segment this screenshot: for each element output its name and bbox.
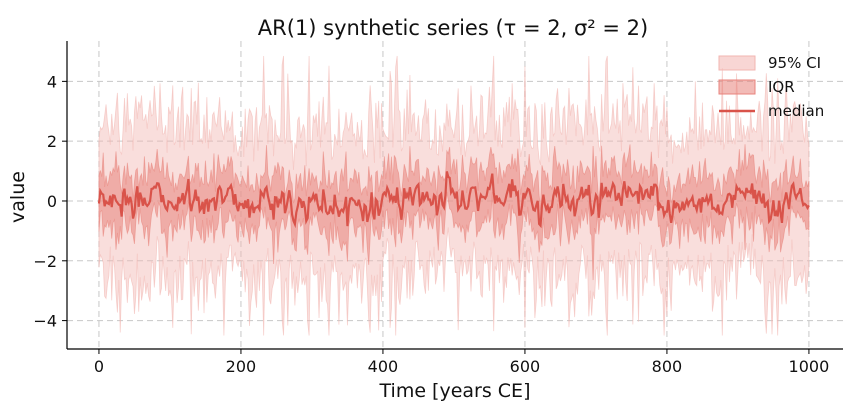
y-tick-label: 4 (47, 72, 57, 91)
chart-title: AR(1) synthetic series (τ = 2, σ² = 2) (258, 16, 648, 40)
x-tick-label: 600 (510, 357, 541, 376)
axes (66, 41, 843, 350)
y-axis-label: value (7, 171, 29, 223)
y-tick-label: −4 (33, 312, 57, 331)
plot-area (97, 55, 810, 336)
y-tick-label: 0 (47, 192, 57, 211)
legend-label-ci: 95% CI (768, 54, 821, 72)
y-tick-label: −2 (33, 252, 57, 271)
x-axis-label: Time [years CE] (379, 380, 531, 402)
x-tick-label: 400 (368, 357, 399, 376)
legend: 95% CI IQR median (718, 54, 824, 120)
legend-label-iqr: IQR (768, 78, 795, 96)
series-median-line (97, 171, 810, 229)
legend-label-median: median (768, 102, 824, 120)
legend-swatch-ci (718, 55, 756, 71)
legend-swatch-iqr (718, 79, 756, 95)
x-tick-label: 200 (226, 357, 257, 376)
x-tick-label: 0 (94, 357, 104, 376)
series-iqr-band (98, 144, 810, 281)
ticks: 0 200 400 600 800 1000 −4 −2 0 2 4 (33, 72, 829, 376)
x-tick-label: 800 (652, 357, 683, 376)
x-tick-label: 1000 (789, 357, 830, 376)
y-tick-label: 2 (47, 132, 57, 151)
